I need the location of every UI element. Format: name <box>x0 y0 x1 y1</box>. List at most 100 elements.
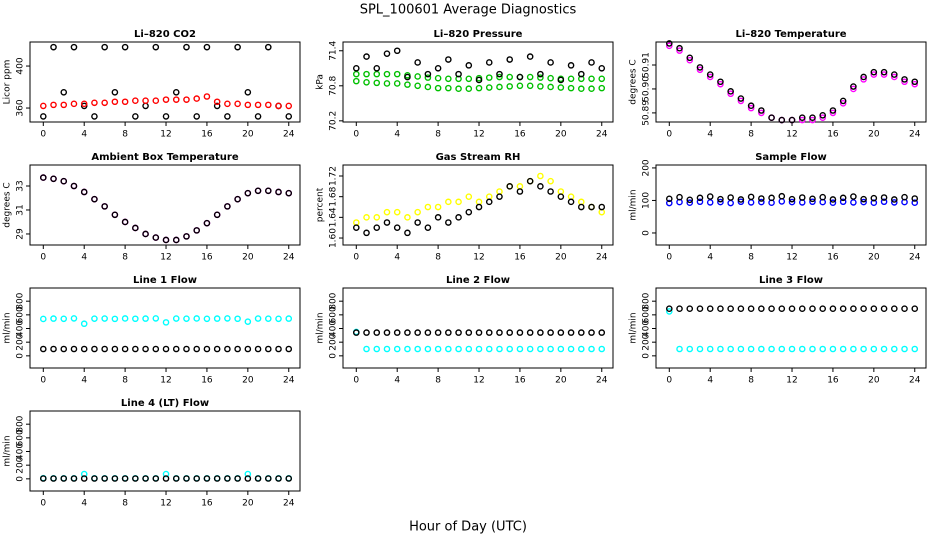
point <box>537 183 544 190</box>
point <box>665 199 673 207</box>
point <box>475 329 483 336</box>
point <box>727 194 734 201</box>
point <box>737 305 745 313</box>
point <box>598 203 606 211</box>
point <box>706 199 714 206</box>
y-tick-label: 200 <box>329 333 339 350</box>
point <box>424 329 432 336</box>
point <box>352 329 360 336</box>
point <box>850 85 857 93</box>
point <box>132 475 139 482</box>
x-tick-label: 12 <box>160 499 171 509</box>
x-tick-label: 0 <box>40 130 46 140</box>
point <box>203 43 211 51</box>
point <box>819 345 827 353</box>
point <box>445 84 452 92</box>
x-tick-label: 16 <box>827 130 839 140</box>
point <box>686 54 694 62</box>
point <box>111 211 119 219</box>
point <box>506 329 514 336</box>
y-tick-label: 70.2 <box>329 111 339 131</box>
point <box>445 56 452 63</box>
point <box>727 345 734 353</box>
point <box>80 320 88 328</box>
point <box>91 475 98 482</box>
point <box>598 329 606 336</box>
point <box>445 75 452 83</box>
point <box>758 107 765 114</box>
point <box>393 224 401 231</box>
point <box>577 85 585 93</box>
point <box>70 315 78 322</box>
point <box>224 475 231 482</box>
point <box>526 73 534 81</box>
point <box>727 88 734 95</box>
point <box>142 230 149 238</box>
point <box>445 198 452 206</box>
point <box>244 470 252 478</box>
point <box>516 329 524 336</box>
point <box>111 88 119 96</box>
point <box>768 194 775 202</box>
point <box>577 203 585 211</box>
point <box>363 345 370 353</box>
point <box>465 75 473 83</box>
point <box>152 97 160 104</box>
panel-title: Line 3 Flow <box>759 275 823 286</box>
point <box>445 329 452 336</box>
point <box>414 73 421 80</box>
point <box>901 193 908 201</box>
point <box>747 305 755 313</box>
point <box>598 84 606 92</box>
point <box>557 193 565 200</box>
x-tick-label: 20 <box>555 376 567 386</box>
panel: Line 2 Flow ml/min 0 4 8 12 16 20 24 0 20040060080… <box>316 275 614 386</box>
point <box>80 345 88 353</box>
point <box>496 345 503 353</box>
y-tick-label: 0 <box>16 476 26 482</box>
point <box>80 100 88 108</box>
point <box>213 475 221 482</box>
point <box>819 305 827 313</box>
point <box>373 64 381 72</box>
y-tick-label: 400 <box>329 320 339 337</box>
point <box>747 345 755 353</box>
point <box>870 345 878 353</box>
x-tick-label: 24 <box>596 253 608 263</box>
x-tick-label: 8 <box>122 499 128 509</box>
point <box>203 93 211 100</box>
point <box>434 84 442 92</box>
point <box>788 198 796 206</box>
point <box>839 305 847 313</box>
y-tick-label: 1.68 <box>329 186 339 206</box>
point <box>598 64 606 72</box>
point <box>870 71 878 78</box>
x-tick-label: 12 <box>473 253 484 263</box>
point <box>809 195 816 203</box>
point <box>203 345 211 353</box>
y-tick-label: 800 <box>16 292 26 309</box>
x-tick-label: 4 <box>707 130 713 140</box>
point <box>485 59 493 66</box>
point <box>393 345 401 353</box>
x-tick-label: 12 <box>160 376 171 386</box>
point <box>424 224 432 231</box>
point <box>577 70 585 78</box>
point <box>717 198 724 206</box>
point <box>234 195 241 203</box>
point <box>880 198 888 206</box>
point <box>455 85 462 93</box>
point <box>537 345 544 353</box>
point <box>676 193 683 201</box>
point <box>465 329 473 336</box>
point <box>901 78 908 86</box>
x-tick-label: 16 <box>514 253 526 263</box>
y-tick-label: 800 <box>642 292 652 309</box>
point <box>244 189 252 197</box>
point <box>132 315 139 323</box>
point <box>121 98 129 106</box>
x-tick-label: 24 <box>596 376 608 386</box>
point <box>455 329 462 336</box>
point <box>193 227 201 234</box>
